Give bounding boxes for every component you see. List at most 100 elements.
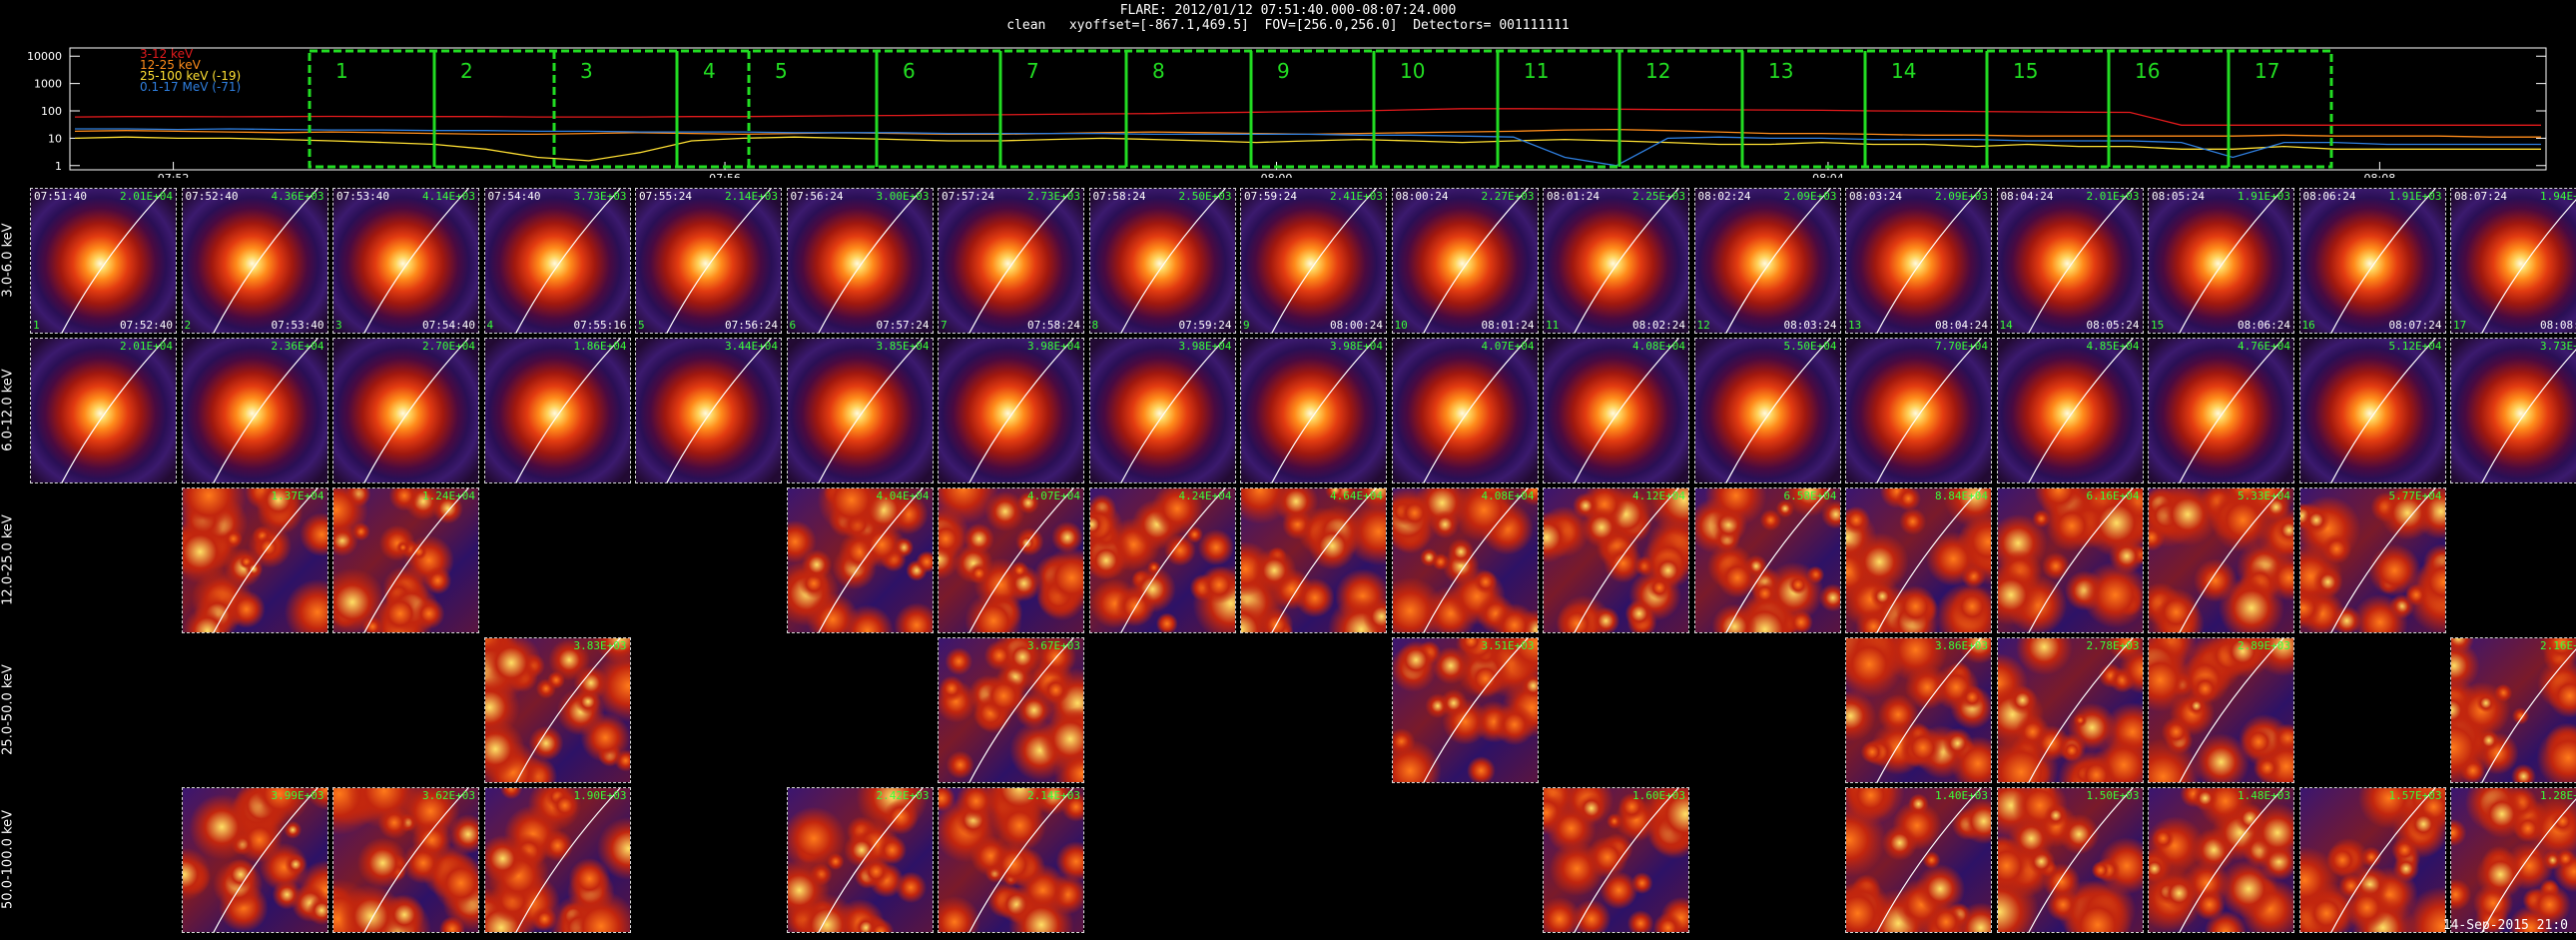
y-tick-label: 1000 (34, 78, 62, 91)
image-cell: 3.73E+03 07:54:40 07:55:16 4 (483, 188, 631, 334)
image-background (2149, 488, 2293, 632)
image-background (2451, 339, 2576, 482)
x-tick-label: 08:04 (1812, 172, 1844, 178)
image-background (1694, 488, 1840, 632)
image-cell: 6.16E+04 (1996, 487, 2144, 633)
peak-value: 2.50E+03 (1178, 190, 1232, 203)
interval-label: 9 (1277, 59, 1290, 83)
limb-line (1271, 189, 1377, 333)
peak-value: 3.44E+04 (725, 340, 778, 353)
peak-value: 3.86E+03 (1935, 639, 1988, 652)
image-cell: 3.98E+04 (938, 338, 1084, 483)
limb-line (363, 189, 469, 333)
peak-value: 3.00E+03 (876, 190, 930, 203)
interval-index: 1 (33, 319, 40, 332)
image-background (182, 788, 327, 932)
peak-value: 3.73E+04 (2540, 340, 2576, 353)
image-cell: 4.04E+04 (786, 487, 934, 633)
peak-value: 2.14E+03 (1027, 789, 1080, 802)
limb-line (363, 788, 469, 932)
x-tick-label: 07:52 (158, 172, 190, 178)
image-cell: 1.40E+03 (1845, 787, 1992, 933)
peak-value: 1.37E+04 (271, 489, 324, 502)
peak-value: 4.64E+04 (1330, 489, 1383, 502)
limb-line (1119, 339, 1225, 482)
image-background (1997, 488, 2143, 632)
image-cell: 2.50E+03 07:58:24 07:59:24 8 (1088, 188, 1236, 334)
image-background (1846, 638, 1991, 782)
peak-value: 2.42E+03 (876, 789, 930, 802)
limb-line (1876, 788, 1982, 932)
image-background (636, 189, 781, 333)
limb-line (514, 339, 620, 482)
image-background (1846, 788, 1991, 932)
peak-value: 4.12E+04 (1632, 489, 1685, 502)
image-cell: 2.01E+04 (30, 338, 177, 483)
limb-line (514, 189, 620, 333)
limb-line (666, 189, 772, 333)
limb-line (2027, 638, 2133, 782)
limb-line (968, 488, 1074, 632)
peak-value: 2.09E+03 (1935, 190, 1988, 203)
row-label: 12.0-25.0 keV (0, 514, 16, 605)
image-background (2451, 638, 2576, 782)
image-background (31, 189, 176, 333)
image-cell: 3.00E+03 07:56:24 07:57:24 6 (786, 188, 934, 334)
limb-line (1574, 788, 1679, 932)
interval-start-time: 07:58:24 (1092, 190, 1146, 203)
image-background (939, 339, 1083, 482)
limb-line (61, 189, 167, 333)
image-cell: 7.70E+04 (1845, 338, 1992, 483)
peak-value: 1.94E+03 (2540, 190, 2576, 203)
peak-value: 3.51E+03 (1481, 639, 1535, 652)
peak-value: 1.57E+03 (2388, 789, 2442, 802)
limb-line (2329, 339, 2435, 482)
peak-value: 5.12E+04 (2388, 340, 2442, 353)
peak-value: 4.08E+04 (1632, 340, 1685, 353)
peak-value: 4.24E+04 (1178, 489, 1232, 502)
series-line-3 (74, 136, 2541, 162)
image-background (939, 638, 1083, 782)
image-cell: 4.85E+04 (1996, 338, 2144, 483)
series-line-1 (74, 108, 2541, 126)
interval-index: 13 (1848, 319, 1862, 332)
peak-value: 2.73E+03 (1027, 190, 1080, 203)
y-tick-label: 100 (41, 105, 62, 118)
legend-entry: 0.1-17 MeV (-71) (140, 80, 241, 94)
lightcurve-plot: 10000 1000 100 10 1 07:52 07:56 08:00 08:04 08:08… (27, 47, 2547, 178)
image-background (939, 488, 1083, 632)
row-label: 25.0-50.0 keV (0, 664, 16, 755)
limb-line (817, 488, 923, 632)
image-background (2149, 788, 2293, 932)
peak-value: 4.08E+04 (1481, 489, 1535, 502)
interval-index: 9 (1243, 319, 1250, 332)
image-background (1997, 339, 2143, 482)
interval-end-time: 07:59:24 (1178, 319, 1232, 332)
image-background (787, 788, 933, 932)
image-cell: 5.33E+04 (2148, 487, 2294, 633)
y-tick-label: 10000 (27, 50, 62, 63)
limb-line (1422, 189, 1528, 333)
image-background (1392, 488, 1538, 632)
limb-line (1876, 189, 1982, 333)
interval-end-time: 07:58:24 (1027, 319, 1080, 332)
interval-end-time: 07:54:40 (422, 319, 475, 332)
limb-line (363, 339, 469, 482)
image-background (1241, 189, 1386, 333)
peak-value: 1.48E+03 (2238, 789, 2290, 802)
peak-value: 5.77E+04 (2388, 489, 2442, 502)
interval-start-time: 08:07:24 (2454, 190, 2507, 203)
image-cell: 1.86E+04 (483, 338, 631, 483)
image-cell: 1.60E+03 (1543, 787, 1689, 933)
peak-value: 3.73E+03 (573, 190, 627, 203)
image-background (2451, 788, 2576, 932)
limb-line (2027, 339, 2133, 482)
image-background (939, 189, 1083, 333)
limb-line (514, 638, 620, 782)
image-cell: 3.44E+04 (635, 338, 782, 483)
image-background (182, 189, 327, 333)
image-cell: 2.42E+03 (786, 787, 934, 933)
limb-line (1876, 339, 1982, 482)
peak-value: 2.14E+03 (725, 190, 778, 203)
